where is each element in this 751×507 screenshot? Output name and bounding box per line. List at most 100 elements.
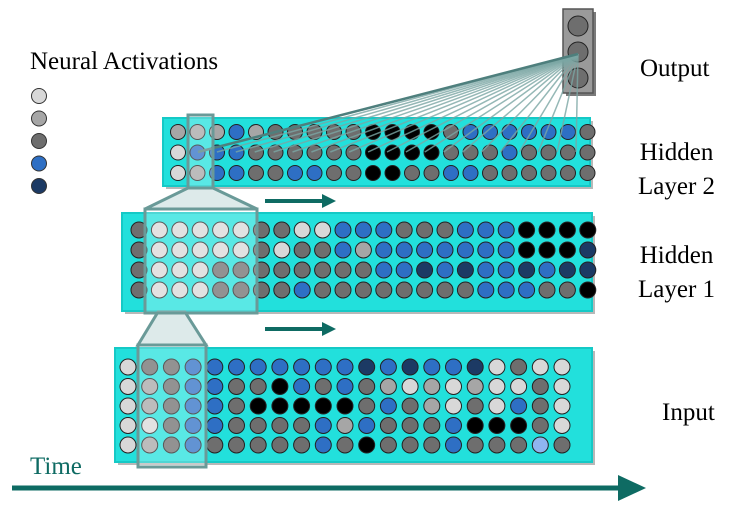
input-unit (162, 417, 180, 434)
input-unit (401, 397, 419, 415)
hidden2-unit (248, 144, 264, 161)
hidden1-unit (354, 221, 372, 239)
hidden-layer-1-label: Hidden Layer 1 (638, 239, 715, 307)
hidden1-unit (314, 241, 332, 259)
input-unit (358, 417, 376, 434)
input-unit (510, 417, 528, 434)
input-unit (423, 417, 441, 434)
hidden2-unit (384, 165, 401, 181)
input-unit (423, 378, 441, 395)
hidden1-unit (579, 241, 597, 259)
input-receptive-window (136, 343, 208, 469)
hidden1-unit (375, 261, 393, 279)
hidden-layer-2-label: Hidden Layer 2 (638, 136, 715, 204)
hidden1-unit (497, 221, 515, 239)
input-unit (401, 358, 419, 376)
input-unit (510, 436, 528, 454)
input-unit (271, 358, 289, 376)
input-unit (271, 397, 289, 415)
input-unit (162, 436, 180, 454)
input-unit (553, 436, 571, 454)
hidden1-unit (497, 281, 515, 299)
hidden1-unit (171, 281, 189, 299)
hidden1-unit (354, 241, 372, 259)
legend-swatch-very-high (31, 178, 47, 194)
input-unit (293, 397, 311, 415)
input-unit (445, 358, 462, 376)
output-label: Output (640, 52, 709, 86)
hidden2-unit (540, 165, 557, 181)
hidden2-unit (482, 144, 498, 161)
hidden1-unit (212, 261, 230, 279)
output-connection (348, 53, 579, 153)
output-connection (575, 53, 579, 153)
input-unit (141, 358, 159, 376)
output-connection (330, 53, 579, 153)
output-connection (405, 53, 579, 153)
hidden1-unit (130, 241, 148, 259)
hidden2-unit (501, 124, 518, 140)
hidden1-unit (538, 281, 556, 299)
output-label-text: Output (640, 55, 710, 82)
input-unit (249, 378, 267, 395)
input-unit (119, 397, 137, 415)
input-unit (531, 417, 549, 434)
flow-arrow-head-upper (322, 194, 336, 208)
hidden1-unit (171, 261, 189, 279)
output-connection (292, 53, 579, 153)
hidden1-unit (395, 281, 413, 299)
hidden2-unit (560, 124, 576, 140)
hidden2-unit (404, 144, 420, 161)
input-label: Input (662, 396, 715, 430)
input-unit (358, 397, 376, 415)
hidden1-unit (558, 281, 576, 299)
time-axis-arrow-head (618, 475, 646, 501)
hidden-layer-2-label-line1: Hidden (639, 139, 714, 166)
output-connection (462, 53, 579, 153)
input-unit (184, 397, 202, 415)
input-unit (293, 436, 311, 454)
input-unit (358, 378, 376, 395)
hidden1-unit (518, 281, 536, 299)
input-unit (336, 378, 354, 395)
highlighted-connection (197, 52, 579, 154)
input-unit (293, 378, 311, 395)
hidden2-unit (579, 144, 596, 161)
hidden1-unit (497, 261, 515, 279)
hidden2-unit (365, 165, 381, 181)
hidden1-unit (477, 221, 495, 239)
hidden2-unit (345, 165, 362, 181)
hidden1-unit (334, 241, 352, 259)
input-unit (314, 358, 332, 376)
input-unit (510, 397, 528, 415)
hidden1-unit (273, 281, 291, 299)
hidden2-unit (326, 165, 342, 181)
input-unit (531, 358, 549, 376)
hidden1-unit (130, 221, 148, 239)
input-unit (466, 417, 484, 434)
hidden2-unit (501, 144, 518, 161)
hidden1-unit (518, 221, 536, 239)
hidden1-unit (293, 221, 311, 239)
hidden1-unit (273, 221, 291, 239)
output-unit (567, 15, 589, 37)
input-unit (228, 358, 245, 376)
flow-arrow-head-lower (322, 322, 336, 336)
input-unit (466, 358, 484, 376)
output-connection (537, 53, 579, 153)
input-unit (423, 358, 441, 376)
input-unit (531, 436, 549, 454)
hidden1-unit (171, 241, 189, 259)
hidden2-unit (443, 165, 459, 181)
hidden1-unit (518, 241, 536, 259)
hidden2-unit (170, 165, 186, 181)
hidden2-unit (326, 144, 342, 161)
legend-swatch-medium (31, 133, 47, 149)
hidden1-unit (497, 241, 515, 259)
input-unit (423, 397, 441, 415)
hidden1-unit (558, 241, 576, 259)
hidden1-unit (293, 241, 311, 259)
hidden1-unit (375, 281, 393, 299)
output-connection (424, 53, 579, 153)
input-unit (336, 397, 354, 415)
